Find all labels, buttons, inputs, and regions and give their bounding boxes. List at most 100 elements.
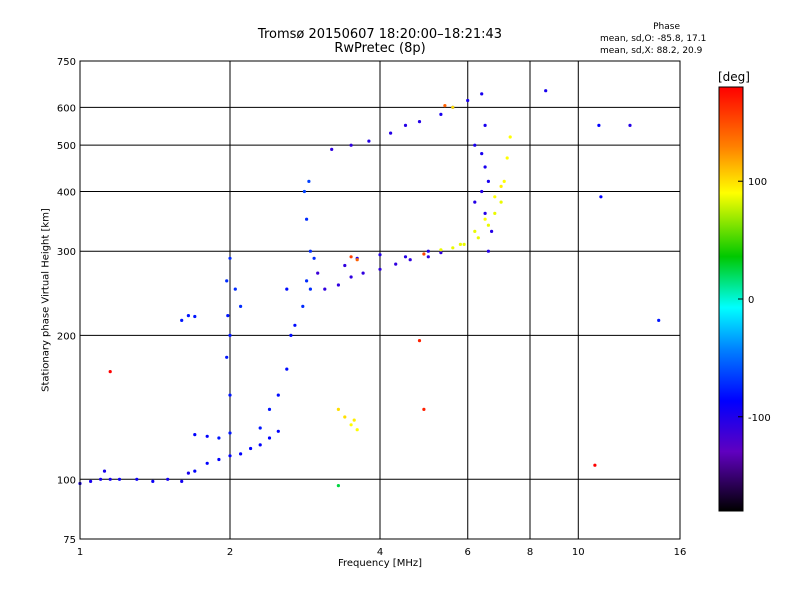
- data-point: [367, 139, 371, 143]
- data-point: [193, 469, 197, 473]
- data-point: [186, 314, 190, 318]
- data-point: [102, 469, 107, 473]
- data-point: [473, 229, 477, 233]
- data-point: [305, 217, 309, 221]
- data-point: [422, 252, 426, 256]
- data-point: [228, 454, 232, 458]
- data-point: [486, 249, 490, 253]
- x-tick-label: 16: [674, 547, 687, 558]
- x-tick-labels: 1 2 4 6 8 10 16: [77, 547, 687, 558]
- data-points: [78, 89, 661, 488]
- data-point: [473, 143, 477, 147]
- data-point: [312, 256, 316, 260]
- data-point: [323, 287, 327, 291]
- data-point: [462, 242, 466, 246]
- colorbar-tick-label: -100: [748, 413, 771, 424]
- data-point: [439, 112, 443, 116]
- data-point: [486, 179, 490, 183]
- data-point: [233, 287, 237, 291]
- data-point: [349, 255, 353, 259]
- data-point: [544, 89, 548, 93]
- data-point: [490, 229, 494, 233]
- data-point: [443, 104, 447, 108]
- colorbar-unit-label: [deg]: [718, 70, 750, 84]
- data-point: [499, 200, 503, 204]
- x-axis-label: Frequency [MHz]: [337, 558, 423, 569]
- data-point: [225, 355, 229, 359]
- data-point: [316, 271, 320, 275]
- data-point: [249, 446, 253, 451]
- data-point: [483, 123, 487, 127]
- data-point: [99, 477, 103, 481]
- data-point: [480, 152, 484, 156]
- data-point: [205, 461, 209, 465]
- x-tick-label: 4: [377, 547, 383, 558]
- chart-title: Tromsø 20150607 18:20:00–18:21:43: [257, 27, 503, 42]
- data-point: [336, 484, 340, 488]
- data-point: [108, 370, 112, 374]
- data-point: [378, 267, 382, 271]
- data-point: [186, 471, 190, 475]
- data-point: [394, 262, 398, 266]
- data-point: [217, 436, 221, 440]
- data-point: [336, 283, 340, 287]
- data-point: [135, 477, 139, 481]
- data-point: [276, 393, 280, 397]
- data-point: [403, 123, 408, 127]
- x-tick-label: 6: [465, 547, 471, 558]
- y-tick-label: 200: [57, 331, 76, 342]
- data-point: [151, 479, 155, 483]
- data-point: [276, 429, 280, 433]
- data-point: [493, 211, 497, 215]
- data-point: [89, 479, 93, 483]
- data-point: [180, 318, 184, 322]
- data-point: [307, 179, 311, 183]
- data-point: [355, 428, 359, 432]
- data-point: [408, 258, 412, 262]
- colorbar-ticks: 100 0 -100: [738, 177, 771, 424]
- data-point: [166, 477, 170, 481]
- data-point: [343, 263, 347, 268]
- data-point: [597, 123, 601, 127]
- y-tick-label: 500: [57, 141, 76, 152]
- data-point: [293, 323, 297, 327]
- x-tick-label: 8: [527, 547, 533, 558]
- data-point: [330, 147, 334, 151]
- phase-title: Phase: [653, 22, 680, 32]
- data-point: [349, 423, 353, 427]
- data-point: [451, 246, 455, 250]
- data-point: [483, 217, 487, 221]
- data-point: [226, 314, 230, 318]
- data-point: [422, 407, 426, 411]
- chart-subtitle: RwPretec (8p): [334, 41, 426, 56]
- data-point: [336, 407, 340, 411]
- data-point: [439, 248, 443, 252]
- plot-border: [79, 60, 681, 540]
- data-point: [426, 249, 430, 253]
- y-tick-label: 750: [57, 57, 76, 68]
- data-point: [349, 275, 353, 279]
- data-point: [417, 339, 422, 343]
- data-point: [451, 105, 455, 109]
- y-tick-label: 400: [57, 187, 76, 198]
- data-point: [343, 415, 347, 419]
- data-point: [508, 135, 512, 139]
- data-point: [486, 223, 490, 227]
- data-point: [228, 256, 232, 260]
- data-point: [657, 318, 661, 322]
- data-point: [355, 258, 359, 262]
- colorbar-tick-label: 0: [748, 295, 754, 306]
- data-point: [258, 443, 262, 447]
- data-point: [267, 407, 272, 411]
- y-tick-labels: 75 100 200 300 400 500 600 750: [57, 57, 76, 546]
- data-point: [480, 92, 484, 96]
- data-point: [258, 426, 262, 430]
- data-point: [228, 393, 232, 397]
- data-point: [217, 457, 221, 462]
- data-point: [502, 179, 506, 183]
- data-point: [599, 195, 603, 199]
- data-point: [352, 418, 356, 422]
- data-point: [439, 251, 443, 255]
- data-point: [505, 156, 509, 160]
- phase-x-stats: mean, sd,X: 88.2, 20.9: [600, 46, 703, 56]
